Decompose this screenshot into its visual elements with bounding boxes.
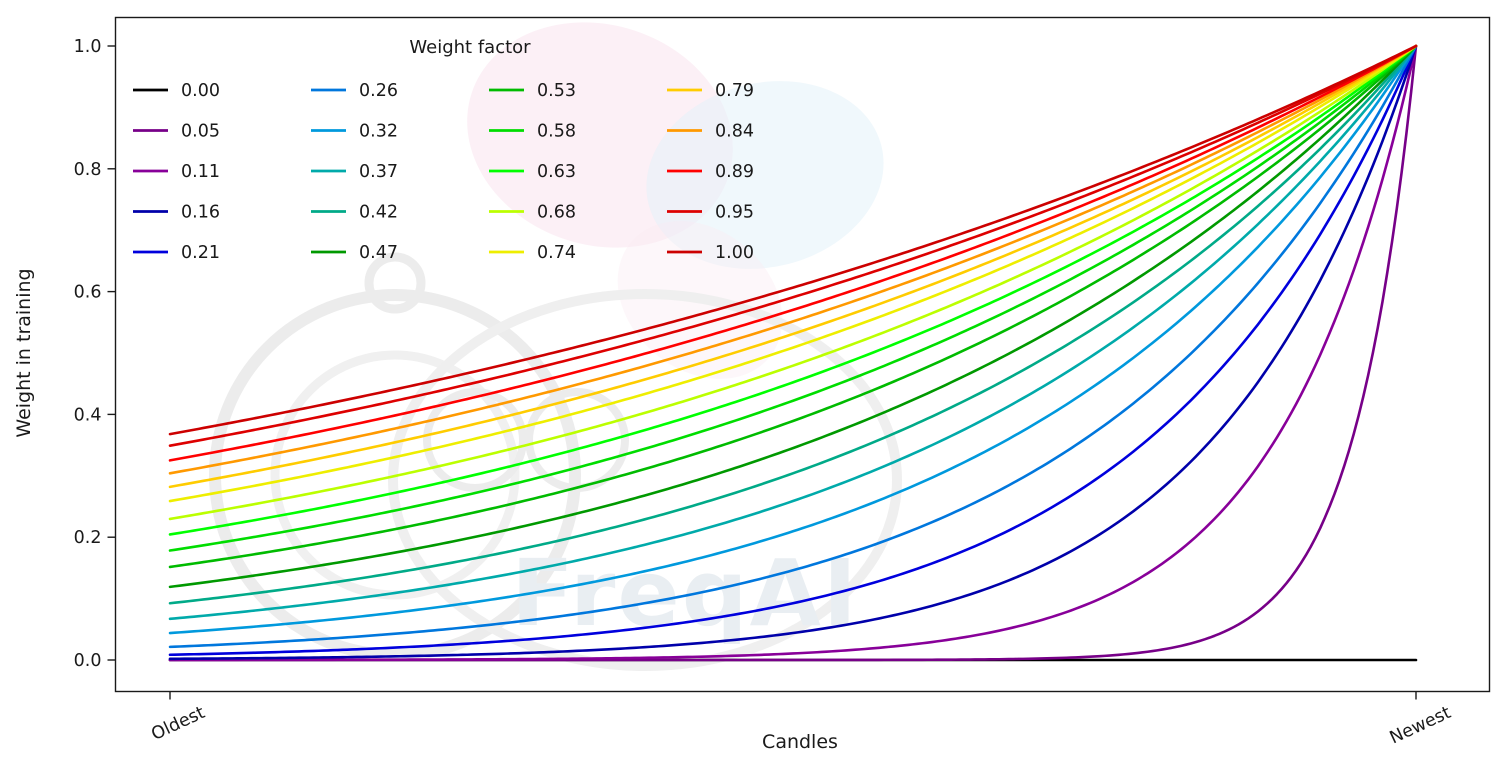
legend-item: 0.00 [133, 81, 220, 101]
curve-0.95 [168, 44, 1418, 447]
curve-1.00 [168, 44, 1418, 436]
legend-item: 0.89 [667, 162, 754, 182]
y-tick-label: 1.0 [74, 37, 102, 57]
watermark-logo-circle-inner [270, 350, 520, 600]
legend-item: 0.37 [311, 162, 398, 182]
y-axis-ticks: 0.0 0.2 0.4 0.6 0.8 1.0 [74, 37, 116, 671]
legend-item-label: 0.00 [181, 81, 220, 101]
curve-0.42 [168, 44, 1418, 605]
curve-0.37 [168, 44, 1418, 621]
legend-item: 0.84 [667, 122, 754, 142]
legend-item-label: 0.95 [715, 203, 754, 223]
x-tick-label: Newest [1387, 703, 1454, 749]
legend-item-label: 0.63 [537, 162, 576, 182]
legend-item: 0.21 [133, 243, 220, 263]
legend: Weight factor 0.000.050.110.160.210.260.… [133, 37, 754, 263]
legend-title: Weight factor [409, 37, 531, 58]
legend-item: 0.95 [667, 203, 754, 223]
curve-0.79 [168, 44, 1418, 489]
curve-0.32 [168, 44, 1418, 635]
legend-item: 0.26 [311, 81, 398, 101]
y-tick-label: 0.8 [74, 160, 102, 180]
curve-0.84 [168, 44, 1418, 475]
legend-item-label: 0.21 [181, 243, 220, 263]
legend-item-label: 0.37 [359, 162, 398, 182]
legend-item-label: 0.05 [181, 122, 220, 142]
curve-0.53 [168, 44, 1418, 569]
curve-0.26 [168, 44, 1418, 649]
watermark-logo-crown [364, 252, 426, 314]
watermark-text: FreqAI [511, 540, 859, 647]
watermark-logo-eye-left [423, 388, 527, 492]
legend-item: 0.16 [133, 203, 220, 223]
legend-item: 0.11 [133, 162, 220, 182]
legend-item-label: 0.68 [537, 203, 576, 223]
legend-item: 0.74 [489, 243, 576, 263]
curve-0.16 [168, 44, 1418, 661]
legend-item: 0.05 [133, 122, 220, 142]
plot-border [114, 16, 1491, 693]
y-axis-label: Weight in training [13, 268, 35, 437]
legend-item-label: 0.84 [715, 122, 754, 142]
legend-item-label: 0.32 [359, 122, 398, 142]
curve-0.47 [168, 44, 1418, 589]
watermark-blue-leaf [646, 81, 884, 269]
watermark-logo-circle-outer [209, 289, 581, 661]
legend-item: 0.58 [489, 122, 576, 142]
y-tick-label: 0.4 [74, 405, 102, 425]
legend-item: 0.79 [667, 81, 754, 101]
curve-0.63 [168, 44, 1418, 536]
curve-0.11 [168, 44, 1418, 662]
legend-item-label: 0.42 [359, 203, 398, 223]
legend-item-label: 0.58 [537, 122, 576, 142]
y-tick-label: 0.0 [74, 651, 102, 671]
legend-item-label: 0.79 [715, 81, 754, 101]
legend-item-label: 0.11 [181, 162, 220, 182]
legend-item-label: 0.74 [537, 243, 576, 263]
legend-item-label: 0.16 [181, 203, 220, 223]
curve-0.68 [168, 44, 1418, 521]
legend-item: 1.00 [667, 243, 754, 263]
legend-item: 0.63 [489, 162, 576, 182]
curves-group [168, 44, 1418, 662]
legend-items: 0.00 0.05 0.11 0.16 0.21 0.26 0.32 0.37 0.42 0.47… [133, 81, 754, 263]
x-tick-label: Oldest [148, 703, 208, 745]
curve-0.58 [168, 44, 1418, 552]
legend-item: 0.53 [489, 81, 576, 101]
y-tick-label: 0.2 [74, 528, 102, 548]
freqai-watermark: FreqAI [209, 22, 902, 671]
curve-0.21 [168, 44, 1418, 657]
legend-item: 0.68 [489, 203, 576, 223]
legend-item-label: 0.47 [359, 243, 398, 263]
x-axis-label: Candles [762, 731, 838, 753]
watermark-logo-wing [388, 289, 902, 671]
legend-item: 0.42 [311, 203, 398, 223]
legend-item: 0.47 [311, 243, 398, 263]
legend-item-label: 0.26 [359, 81, 398, 101]
legend-item-label: 0.89 [715, 162, 754, 182]
curve-0.89 [168, 44, 1418, 462]
legend-item-label: 0.53 [537, 81, 576, 101]
legend-item: 0.32 [311, 122, 398, 142]
y-tick-label: 0.6 [74, 283, 102, 303]
legend-item-label: 1.00 [715, 243, 754, 263]
curve-0.74 [168, 44, 1418, 503]
